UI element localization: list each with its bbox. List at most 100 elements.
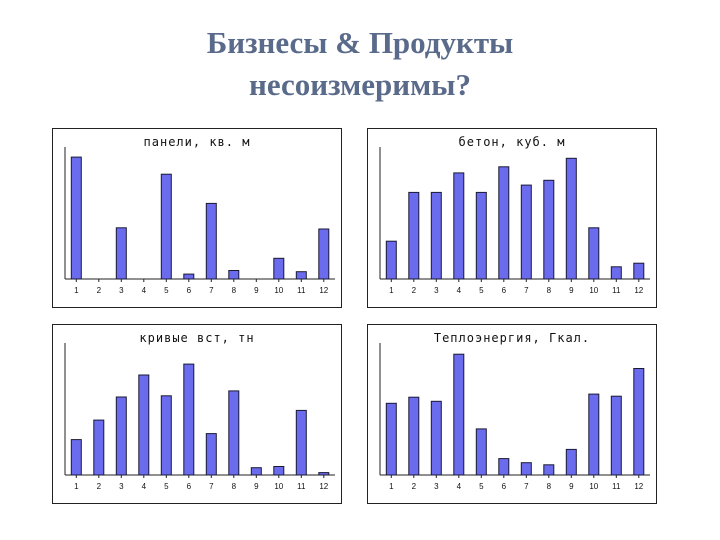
x-tick-label: 1 — [74, 482, 79, 491]
bar-5 — [160, 173, 172, 280]
x-tick-label: 6 — [187, 286, 192, 295]
bar-5 — [475, 428, 487, 476]
x-tick-label: 7 — [209, 482, 214, 491]
slide-title: Бизнесы & Продукты несоизмеримы? — [0, 22, 720, 106]
bar-4 — [453, 353, 465, 476]
bar-12 — [318, 472, 330, 476]
chart-svg-concrete: бетон, куб. м1 2 3 4 5 6 7 8 9 10 11 12 — [379, 135, 650, 295]
bar-3 — [430, 400, 442, 476]
bar-3 — [430, 191, 442, 280]
x-tick-label: 10 — [274, 286, 283, 295]
x-tick-label: 1 — [389, 286, 394, 295]
bar-4 — [138, 374, 150, 476]
x-tick-label: 5 — [164, 482, 169, 491]
chart-svg-curves: кривые вст, тн1 2 3 4 5 6 7 8 9 10 11 12 — [64, 331, 335, 491]
chart-svg-heat: Теплоэнергия, Гкал.1 2 3 4 5 6 7 8 9 10 11 12 — [379, 331, 650, 491]
x-tick-label: 3 — [119, 286, 124, 295]
bar-6 — [498, 458, 510, 476]
bar-7 — [520, 462, 532, 476]
bar-6 — [498, 166, 510, 280]
bar-5 — [160, 395, 172, 476]
x-tick-label: 12 — [634, 286, 643, 295]
x-tick-label: 2 — [412, 482, 417, 491]
x-tick-label: 1 — [389, 482, 394, 491]
bar-2 — [408, 191, 420, 280]
chart-title: бетон, куб. м — [459, 135, 566, 149]
x-tick-label: 7 — [524, 482, 529, 491]
bar-4 — [453, 172, 465, 280]
bar-8 — [543, 179, 555, 280]
x-tick-label: 7 — [209, 286, 214, 295]
bar-7 — [520, 184, 532, 280]
chart-title: панели, кв. м — [144, 135, 251, 149]
bar-6 — [183, 273, 195, 280]
bar-10 — [273, 466, 285, 476]
x-tick-label: 6 — [502, 482, 507, 491]
x-tick-label: 10 — [589, 286, 598, 295]
x-tick-label: 10 — [589, 482, 598, 491]
chart-title: Теплоэнергия, Гкал. — [434, 331, 590, 345]
x-tick-label: 3 — [434, 286, 439, 295]
bar-1 — [70, 439, 82, 476]
chart-svg-panels: панели, кв. м1 2 3 4 5 6 7 8 9 10 11 12 — [64, 135, 335, 295]
x-tick-label: 8 — [232, 482, 237, 491]
bar-2 — [93, 419, 105, 476]
x-tick-label: 12 — [319, 482, 328, 491]
x-tick-label: 11 — [612, 286, 621, 295]
bar-12 — [633, 368, 645, 476]
bar-9 — [250, 467, 262, 476]
bar-10 — [588, 393, 600, 476]
x-tick-label: 4 — [142, 286, 147, 295]
x-tick-label: 4 — [457, 482, 462, 491]
x-tick-label: 9 — [254, 286, 259, 295]
bar-7 — [205, 202, 217, 280]
x-tick-label: 11 — [297, 482, 306, 491]
bar-5 — [475, 191, 487, 280]
bar-1 — [385, 240, 397, 280]
bar-11 — [610, 266, 622, 280]
x-tick-label: 2 — [97, 286, 102, 295]
x-tick-label: 1 — [74, 286, 79, 295]
bar-9 — [565, 448, 577, 476]
x-tick-label: 2 — [97, 482, 102, 491]
bar-11 — [295, 271, 307, 280]
x-tick-label: 5 — [479, 482, 484, 491]
x-tick-label: 11 — [297, 286, 306, 295]
bar-8 — [228, 390, 240, 476]
x-tick-label: 6 — [502, 286, 507, 295]
bar-7 — [205, 433, 217, 476]
x-tick-label: 4 — [457, 286, 462, 295]
bar-8 — [543, 464, 555, 476]
x-tick-label: 8 — [547, 482, 552, 491]
x-tick-label: 11 — [612, 482, 621, 491]
bar-10 — [273, 257, 285, 280]
x-tick-label: 3 — [434, 482, 439, 491]
bar-12 — [633, 262, 645, 280]
bar-11 — [295, 409, 307, 476]
bar-2 — [408, 396, 420, 476]
slide-title-line-1: Бизнесы & Продукты — [206, 25, 514, 60]
x-tick-label: 5 — [164, 286, 169, 295]
bar-9 — [565, 157, 577, 280]
x-tick-label: 12 — [634, 482, 643, 491]
x-tick-label: 7 — [524, 286, 529, 295]
x-tick-label: 10 — [274, 482, 283, 491]
x-tick-label: 9 — [569, 482, 574, 491]
x-tick-label: 12 — [319, 286, 328, 295]
bar-1 — [70, 156, 82, 280]
slide-title-line-2: несоизмеримы? — [249, 67, 471, 102]
bar-8 — [228, 270, 240, 280]
x-tick-label: 4 — [142, 482, 147, 491]
x-tick-label: 3 — [119, 482, 124, 491]
chart-panel-panels: панели, кв. м 1 2 3 4 5 6 7 8 9 10 11 12 — [52, 128, 342, 308]
x-tick-label: 2 — [412, 286, 417, 295]
chart-panel-heat: Теплоэнергия, Гкал. 1 2 3 4 5 6 7 8 9 10 11 12 — [367, 324, 657, 504]
chart-panel-concrete: бетон, куб. м 1 2 3 4 5 6 7 8 9 10 11 12 — [367, 128, 657, 308]
chart-title: кривые вст, тн — [139, 331, 254, 345]
bar-12 — [318, 228, 330, 280]
bar-3 — [115, 227, 127, 280]
bar-6 — [183, 363, 195, 476]
x-tick-label: 6 — [187, 482, 192, 491]
x-tick-label: 8 — [232, 286, 237, 295]
bar-11 — [610, 395, 622, 476]
